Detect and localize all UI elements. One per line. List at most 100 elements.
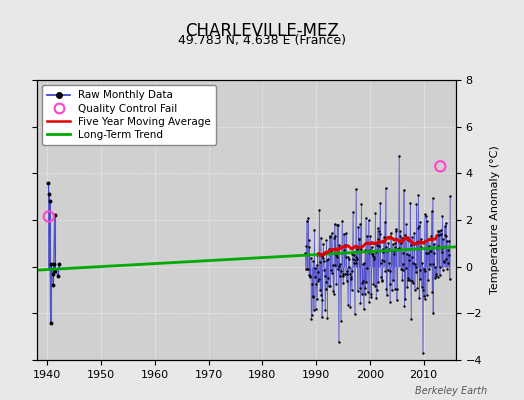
Point bbox=[309, 258, 317, 264]
Point bbox=[439, 266, 447, 273]
Point bbox=[409, 279, 417, 286]
Point bbox=[446, 193, 454, 200]
Point bbox=[323, 315, 332, 322]
Point bbox=[365, 299, 373, 305]
Point bbox=[336, 318, 345, 324]
Point bbox=[400, 186, 408, 193]
Point bbox=[353, 256, 362, 262]
Point bbox=[416, 219, 424, 226]
Point bbox=[438, 213, 446, 220]
Point bbox=[312, 281, 320, 287]
Point bbox=[404, 236, 412, 243]
Point bbox=[402, 251, 411, 257]
Point bbox=[352, 254, 360, 260]
Point bbox=[343, 268, 351, 274]
Point bbox=[368, 251, 376, 257]
Point bbox=[410, 241, 418, 247]
Point bbox=[47, 261, 55, 268]
Point bbox=[331, 233, 340, 239]
Point bbox=[54, 273, 62, 279]
Point bbox=[357, 246, 365, 252]
Point bbox=[354, 224, 363, 230]
Point bbox=[350, 260, 358, 266]
Point bbox=[308, 312, 316, 318]
Point bbox=[370, 256, 378, 262]
Point bbox=[385, 246, 393, 252]
Point bbox=[406, 277, 414, 284]
Text: Berkeley Earth: Berkeley Earth bbox=[415, 386, 487, 396]
Point bbox=[301, 250, 310, 256]
Point bbox=[319, 241, 328, 247]
Point bbox=[361, 285, 369, 292]
Point bbox=[45, 191, 53, 198]
Point bbox=[324, 282, 333, 289]
Point bbox=[359, 306, 368, 313]
Point bbox=[348, 251, 357, 258]
Point bbox=[419, 350, 427, 356]
Point bbox=[389, 276, 397, 283]
Point bbox=[439, 235, 447, 242]
Point bbox=[333, 221, 342, 228]
Point bbox=[391, 244, 399, 251]
Point bbox=[55, 261, 63, 268]
Point bbox=[372, 248, 380, 255]
Point bbox=[429, 310, 437, 317]
Point bbox=[403, 284, 411, 290]
Point bbox=[366, 247, 374, 254]
Point bbox=[364, 289, 372, 295]
Point bbox=[335, 242, 343, 249]
Point bbox=[379, 234, 388, 240]
Point bbox=[321, 307, 329, 313]
Point bbox=[342, 254, 350, 260]
Point bbox=[318, 297, 326, 303]
Point bbox=[311, 306, 320, 313]
Point bbox=[313, 296, 321, 302]
Point bbox=[353, 246, 361, 253]
Point bbox=[381, 185, 390, 191]
Point bbox=[49, 270, 57, 277]
Point bbox=[356, 300, 365, 307]
Point bbox=[345, 263, 354, 270]
Point bbox=[444, 252, 453, 258]
Point bbox=[364, 217, 373, 224]
Point bbox=[358, 261, 367, 267]
Point bbox=[350, 252, 358, 258]
Point bbox=[418, 260, 427, 266]
Point bbox=[395, 153, 403, 159]
Point bbox=[333, 266, 342, 272]
Point bbox=[376, 200, 385, 206]
Point bbox=[371, 210, 379, 216]
Point bbox=[378, 256, 387, 263]
Point bbox=[339, 280, 347, 286]
Point bbox=[304, 237, 313, 244]
Point bbox=[410, 286, 419, 293]
Point bbox=[363, 265, 371, 272]
Point bbox=[386, 268, 395, 274]
Point bbox=[337, 268, 345, 274]
Point bbox=[409, 259, 418, 266]
Point bbox=[394, 246, 402, 252]
Point bbox=[339, 270, 347, 277]
Point bbox=[321, 273, 329, 280]
Point bbox=[377, 274, 385, 280]
Point bbox=[51, 268, 60, 274]
Point bbox=[414, 223, 423, 229]
Point bbox=[378, 276, 386, 283]
Point bbox=[436, 163, 444, 170]
Point bbox=[315, 258, 324, 265]
Point bbox=[334, 339, 343, 345]
Point bbox=[443, 238, 451, 244]
Point bbox=[435, 228, 443, 234]
Point bbox=[422, 250, 430, 257]
Point bbox=[370, 282, 379, 289]
Point bbox=[348, 208, 357, 215]
Point bbox=[330, 221, 339, 227]
Point bbox=[440, 259, 449, 265]
Point bbox=[351, 257, 359, 263]
Point bbox=[305, 272, 313, 278]
Point bbox=[348, 268, 356, 274]
Point bbox=[388, 287, 396, 294]
Point bbox=[379, 248, 388, 255]
Point bbox=[386, 298, 394, 305]
Point bbox=[436, 264, 444, 270]
